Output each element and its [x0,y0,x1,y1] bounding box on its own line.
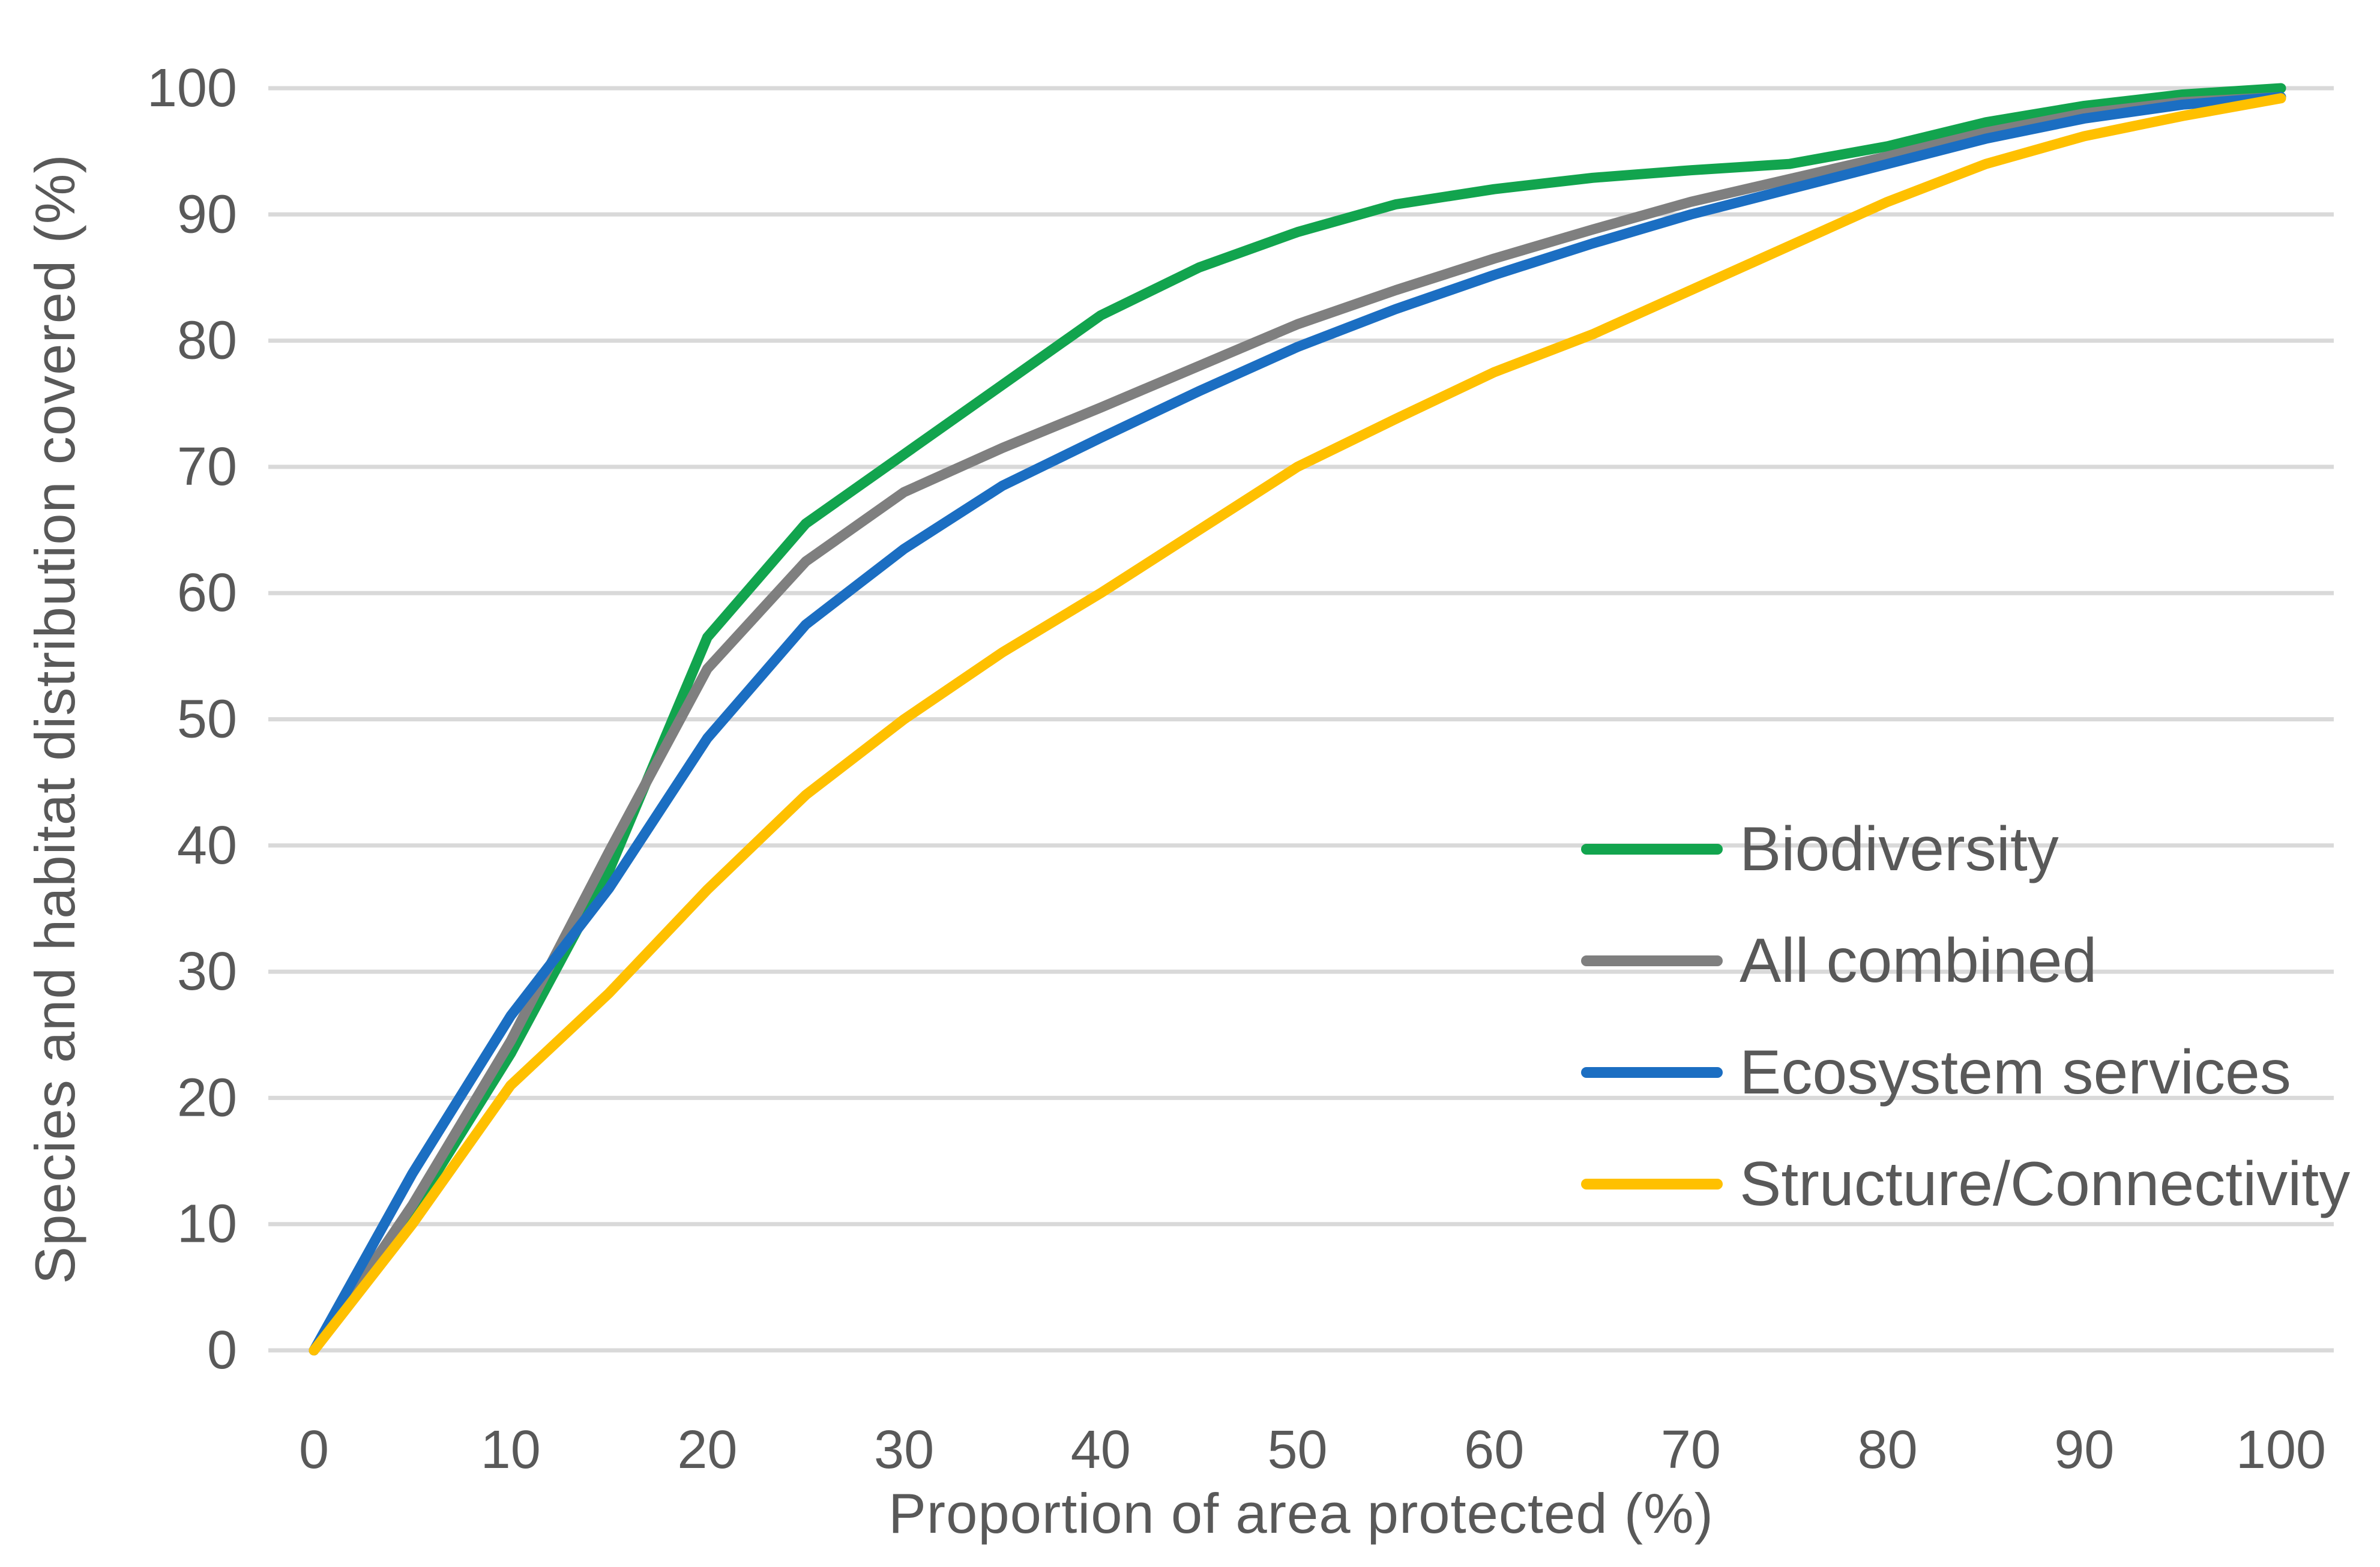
legend-item-biodiversity: Biodiversity [1581,793,2350,905]
legend-label: Structure/Connectivity [1740,1149,2351,1219]
y-tick-label: 80 [177,311,237,371]
y-tick-label: 90 [177,184,237,244]
x-tick-label: 60 [1464,1420,1524,1480]
series-line-ecosystem-services [309,92,2286,1356]
x-tick-label: 40 [1071,1420,1131,1480]
x-tick-label: 30 [874,1420,934,1480]
legend: Biodiversity All combined Ecosystem servic… [1581,793,2350,1240]
y-tick-label: 10 [177,1194,237,1254]
y-tick-label: 60 [177,563,237,623]
x-axis-title: Proportion of area protected (%) [888,1482,1714,1545]
y-tick-label: 0 [207,1320,237,1380]
y-tick-label: 50 [177,690,237,750]
x-tick-label: 90 [2054,1420,2114,1480]
legend-swatch [1581,1179,1723,1190]
y-tick-label: 30 [177,942,237,1002]
legend-swatch [1581,955,1723,966]
x-tick-label: 50 [1267,1420,1327,1480]
y-axis-title: Species and habitat distribution covered… [23,154,86,1284]
series-line-all-combined [309,92,2286,1356]
y-tick-label: 20 [177,1068,237,1128]
legend-item-ecosystem-services: Ecosystem services [1581,1017,2350,1128]
y-tick-label: 100 [147,58,237,118]
legend-item-all-combined: All combined [1581,905,2350,1017]
x-tick-label: 80 [1858,1420,1918,1480]
legend-label: Ecosystem services [1740,1037,2291,1107]
x-tick-label: 20 [677,1420,737,1480]
legend-swatch [1581,1067,1723,1078]
y-tick-label: 40 [177,816,237,876]
series-line-structure-connectivity [309,93,2286,1356]
x-tick-label: 70 [1661,1420,1721,1480]
x-tick-label: 10 [481,1420,541,1480]
y-tick-label: 70 [177,437,237,497]
legend-swatch [1581,844,1723,855]
legend-label: All combined [1740,925,2097,996]
legend-item-structure-connectivity: Structure/Connectivity [1581,1128,2350,1240]
x-tick-label: 100 [2236,1420,2326,1480]
legend-label: Biodiversity [1740,814,2059,884]
x-tick-label: 0 [299,1420,329,1480]
